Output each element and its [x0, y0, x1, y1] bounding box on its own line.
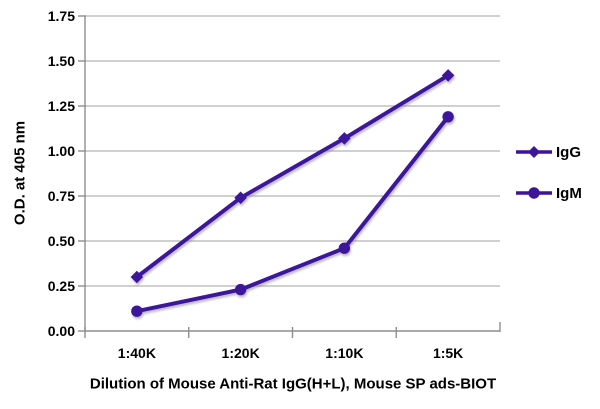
y-tick-label: 1.75: [48, 8, 75, 24]
diamond-marker: [130, 270, 144, 284]
y-tick-label: 0.75: [48, 188, 75, 204]
x-axis-title: Dilution of Mouse Anti-Rat IgG(H+L), Mou…: [89, 375, 497, 393]
y-tick-label: 0.25: [48, 278, 75, 294]
x-tick-label: 1:20K: [222, 345, 260, 361]
diamond-marker: [338, 132, 351, 145]
diamond-marker: [234, 191, 247, 205]
circle-marker: [442, 111, 454, 123]
diamond-marker: [441, 69, 455, 82]
circle-marker: [338, 242, 351, 254]
series-IgM: [131, 111, 454, 317]
series-line: [134, 114, 451, 314]
y-tick-label: 0.50: [48, 233, 75, 249]
y-tick-label: 0.00: [48, 323, 75, 339]
x-tick-label: 1:10K: [325, 345, 363, 361]
series-line: [134, 73, 451, 279]
circle-marker: [234, 283, 247, 296]
series-IgG: [130, 69, 455, 284]
circle-marker: [131, 305, 143, 317]
y-tick-label: 1.00: [48, 143, 75, 159]
x-tick-label: 1:5K: [433, 345, 463, 361]
y-tick-label: 1.25: [48, 98, 75, 114]
y-tick-label: 1.50: [48, 53, 75, 69]
x-tick-label: 1:40K: [118, 345, 156, 361]
y-axis-title: O.D. at 405 nm: [11, 120, 29, 226]
